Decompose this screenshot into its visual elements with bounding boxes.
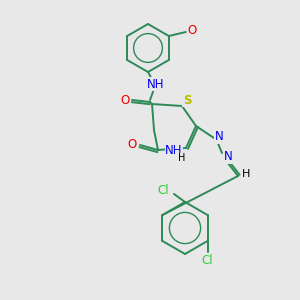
Text: S: S	[183, 94, 191, 106]
Text: H: H	[242, 169, 250, 179]
Text: Cl: Cl	[157, 184, 169, 197]
Text: N: N	[224, 151, 232, 164]
Text: O: O	[187, 25, 196, 38]
Text: O: O	[120, 94, 130, 106]
Text: O: O	[128, 139, 136, 152]
Text: NH: NH	[165, 143, 183, 157]
Text: N: N	[214, 130, 224, 143]
Text: H: H	[178, 153, 186, 163]
Text: NH: NH	[147, 77, 165, 91]
Text: Cl: Cl	[202, 254, 213, 266]
